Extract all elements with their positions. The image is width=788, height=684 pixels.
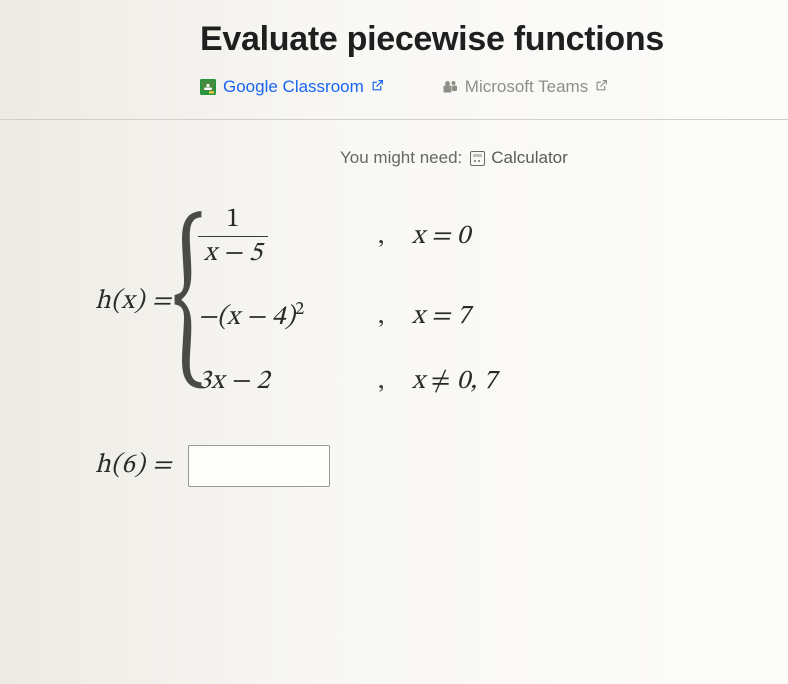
exercise-page: Evaluate piecewise functions Google Clas… [0,0,788,684]
header: Evaluate piecewise functions Google Clas… [0,20,788,119]
answer-input[interactable] [188,445,330,487]
external-link-icon [595,77,608,97]
case-1: 1 x − 5 , x = 0 [198,206,497,269]
case-3-condition: x ≠ 0, 7 [412,365,497,399]
case-2: −(x − 4)2 , x = 7 [198,299,497,335]
hint-prefix: You might need: [340,148,462,168]
math-block: h(x) = { 1 x − 5 , x = 0 −(x − 4)2 [0,206,788,487]
case-2-comma: , [378,300,412,334]
cases: 1 x − 5 , x = 0 −(x − 4)2 , x = 7 3x − 2 [198,206,497,399]
left-brace: { [172,212,206,393]
case-1-expr: 1 x − 5 [198,206,378,269]
case-2-expr: −(x − 4)2 [198,299,378,335]
fraction: 1 x − 5 [198,206,268,269]
page-title: Evaluate piecewise functions [200,20,778,59]
answer-lhs: h(6) = [95,449,172,483]
hint-row: You might need: Calculator [0,148,788,168]
share-row: Google Classroom Microsoft Teams [200,77,778,119]
calculator-icon [470,151,485,166]
external-link-icon [371,77,384,97]
case-3: 3x − 2 , x ≠ 0, 7 [198,365,497,399]
calculator-label: Calculator [491,148,568,168]
case-1-condition: x = 0 [412,220,470,254]
fraction-denominator: x − 5 [198,236,268,268]
case-2-exponent: 2 [295,301,304,319]
microsoft-teams-label: Microsoft Teams [465,77,588,97]
divider [0,119,788,120]
google-classroom-label: Google Classroom [223,77,364,97]
answer-row: h(6) = [95,445,788,487]
case-1-comma: , [378,220,412,254]
fraction-numerator: 1 [220,206,245,236]
piecewise-definition: h(x) = { 1 x − 5 , x = 0 −(x − 4)2 [95,206,788,399]
case-3-comma: , [378,365,412,399]
microsoft-teams-icon [442,79,458,95]
case-2-condition: x = 7 [412,300,470,334]
google-classroom-link[interactable]: Google Classroom [200,77,384,97]
microsoft-teams-link[interactable]: Microsoft Teams [442,77,608,97]
function-lhs: h(x) = [95,285,172,319]
calculator-link[interactable]: Calculator [470,148,568,168]
google-classroom-icon [200,79,216,95]
case-3-expr: 3x − 2 [198,365,378,399]
